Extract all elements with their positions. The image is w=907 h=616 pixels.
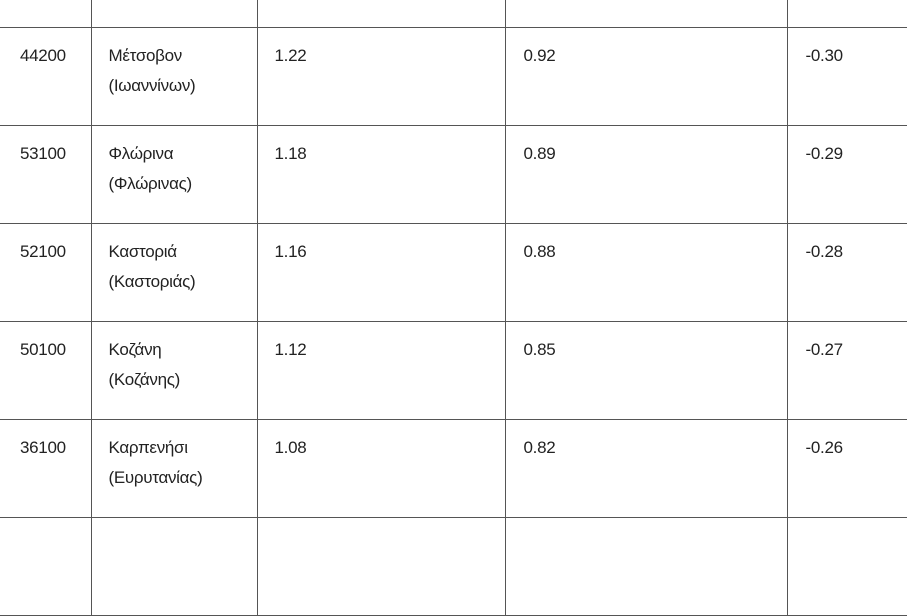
location-cell bbox=[90, 517, 258, 616]
location-cell: (Καστοριάς) bbox=[90, 0, 258, 28]
table-row: 36100 Καρπενήσι (Ευρυτανίας) 1.08 0.82 -0.26 bbox=[0, 419, 907, 518]
value-2-cell: 0.89 bbox=[504, 125, 788, 224]
value-3-cell: -0.30 bbox=[786, 27, 907, 126]
value-3-cell bbox=[786, 0, 907, 28]
postal-code-cell: 36100 bbox=[0, 419, 92, 518]
prefecture-name: (Καστοριάς) bbox=[109, 0, 257, 3]
prefecture-name: (Ευρυτανίας) bbox=[108, 468, 203, 487]
value-3-cell bbox=[786, 517, 907, 616]
table-row: 53100 Φλώρινα (Φλώρινας) 1.18 0.89 -0.29 bbox=[0, 125, 907, 224]
value-2-cell bbox=[504, 517, 788, 616]
prefecture-name: (Κοζάνης) bbox=[108, 370, 181, 389]
value-2-cell: 0.85 bbox=[504, 321, 788, 420]
town-name: Κοζάνη bbox=[108, 340, 162, 359]
value-1-cell: 1.08 bbox=[256, 419, 506, 518]
postal-code-cell bbox=[0, 0, 92, 28]
value-3-cell: -0.27 bbox=[786, 321, 907, 420]
value-1-cell: 1.22 bbox=[256, 27, 506, 126]
postal-code-cell: 50100 bbox=[0, 321, 92, 420]
prefecture-name: (Ιωαννίνων) bbox=[108, 76, 196, 95]
location-cell: Κοζάνη (Κοζάνης) bbox=[90, 321, 258, 420]
town-name: Μέτσοβον bbox=[108, 46, 183, 65]
value-1-cell: 1.18 bbox=[256, 125, 506, 224]
table-row: 44200 Μέτσοβον (Ιωαννίνων) 1.22 0.92 -0.30 bbox=[0, 27, 907, 126]
postal-code-cell: 44200 bbox=[0, 27, 92, 126]
location-cell: Φλώρινα (Φλώρινας) bbox=[90, 125, 258, 224]
value-1-cell bbox=[256, 517, 506, 616]
town-name: Φλώρινα bbox=[108, 144, 174, 163]
postal-code-cell: 53100 bbox=[0, 125, 92, 224]
location-cell: Καρπενήσι (Ευρυτανίας) bbox=[90, 419, 258, 518]
value-1-cell bbox=[256, 0, 506, 28]
postal-code-cell bbox=[0, 517, 92, 616]
value-1-cell: 1.12 bbox=[256, 321, 506, 420]
town-name: Καρπενήσι bbox=[108, 438, 189, 457]
value-1-cell: 1.16 bbox=[256, 223, 506, 322]
value-2-cell: 0.92 bbox=[504, 27, 788, 126]
value-3-cell: -0.29 bbox=[786, 125, 907, 224]
prefecture-name: (Καστοριάς) bbox=[108, 272, 196, 291]
value-3-cell: -0.26 bbox=[786, 419, 907, 518]
table-row: (Καστοριάς) bbox=[0, 0, 907, 28]
location-cell: Μέτσοβον (Ιωαννίνων) bbox=[90, 27, 258, 126]
value-2-cell: 0.82 bbox=[504, 419, 788, 518]
table-row: 52100 Καστοριά (Καστοριάς) 1.16 0.88 -0.28 bbox=[0, 223, 907, 322]
postal-code-cell: 52100 bbox=[0, 223, 92, 322]
location-cell: Καστοριά (Καστοριάς) bbox=[90, 223, 258, 322]
table-row: 50100 Κοζάνη (Κοζάνης) 1.12 0.85 -0.27 bbox=[0, 321, 907, 420]
value-2-cell: 0.88 bbox=[504, 223, 788, 322]
value-2-cell bbox=[504, 0, 788, 28]
town-name: Καστοριά bbox=[108, 242, 178, 261]
table-row bbox=[0, 517, 907, 616]
prefecture-name: (Φλώρινας) bbox=[108, 174, 193, 193]
value-3-cell: -0.28 bbox=[786, 223, 907, 322]
